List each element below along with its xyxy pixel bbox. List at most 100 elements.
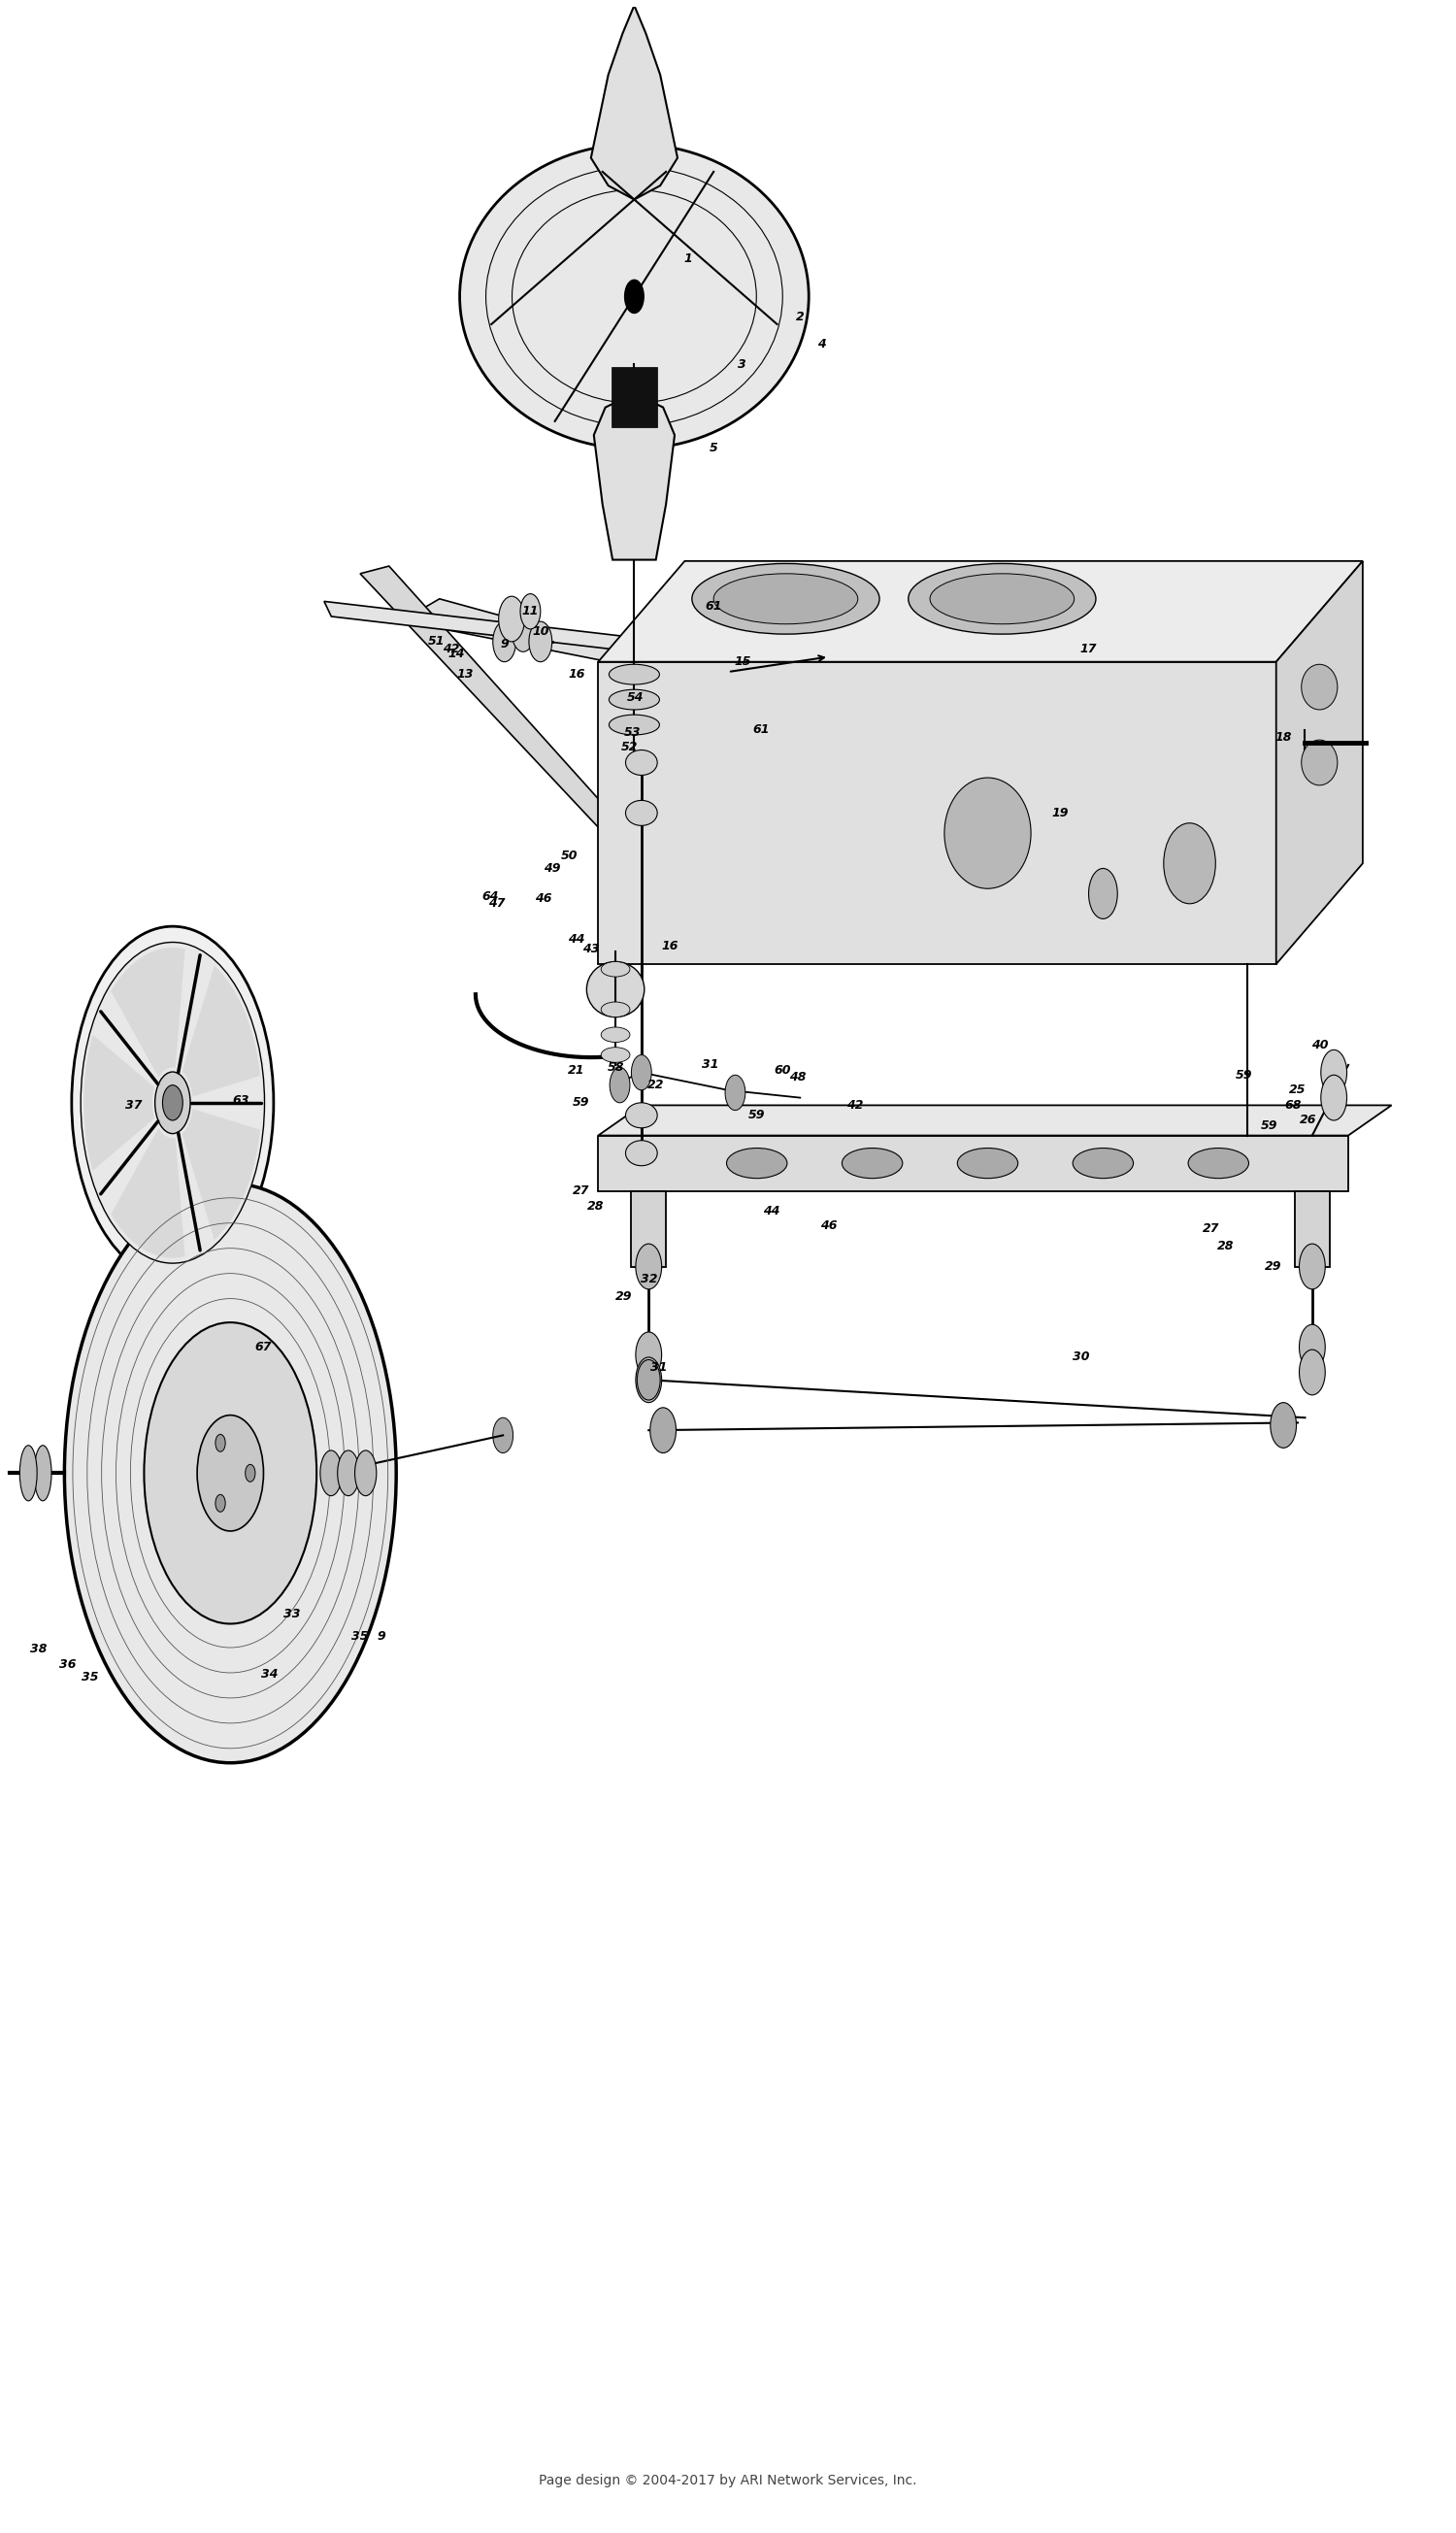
Text: 48: 48 [789, 1071, 805, 1084]
Text: 18: 18 [1275, 732, 1291, 745]
Text: 31: 31 [702, 1059, 719, 1071]
Ellipse shape [33, 1446, 51, 1502]
Text: 37: 37 [125, 1099, 143, 1112]
Ellipse shape [1302, 664, 1338, 709]
Circle shape [636, 1358, 661, 1403]
Circle shape [498, 595, 524, 641]
Ellipse shape [20, 1446, 36, 1502]
Text: 54: 54 [628, 692, 644, 704]
Circle shape [245, 1464, 255, 1482]
Circle shape [511, 610, 534, 651]
Ellipse shape [713, 572, 858, 623]
Text: 59: 59 [1236, 1069, 1254, 1082]
Text: 1: 1 [683, 253, 692, 266]
Text: 35: 35 [352, 1631, 368, 1644]
Text: 25: 25 [1290, 1084, 1306, 1097]
Text: 61: 61 [705, 600, 722, 613]
Polygon shape [360, 565, 662, 881]
Text: 52: 52 [622, 742, 638, 755]
Ellipse shape [626, 1102, 657, 1127]
Text: 36: 36 [58, 1659, 76, 1672]
Text: 59: 59 [748, 1109, 766, 1122]
Polygon shape [418, 598, 642, 666]
Circle shape [1321, 1074, 1347, 1120]
Text: 29: 29 [1265, 1261, 1281, 1272]
Circle shape [1271, 1403, 1296, 1449]
Text: 22: 22 [648, 1079, 664, 1092]
Circle shape [529, 621, 552, 661]
Circle shape [144, 1322, 316, 1624]
Polygon shape [591, 5, 677, 200]
Text: 29: 29 [616, 1289, 632, 1302]
Text: 33: 33 [284, 1608, 301, 1621]
Polygon shape [598, 560, 1363, 661]
Text: 35: 35 [82, 1672, 99, 1684]
Polygon shape [182, 965, 261, 1097]
Text: 58: 58 [607, 1061, 625, 1074]
Text: 9: 9 [501, 638, 508, 651]
Ellipse shape [460, 144, 808, 448]
Circle shape [215, 1434, 226, 1451]
Ellipse shape [626, 800, 657, 826]
Text: 51: 51 [428, 636, 446, 648]
Ellipse shape [958, 1147, 1018, 1178]
Text: 16: 16 [662, 940, 678, 952]
Ellipse shape [1302, 740, 1338, 785]
Circle shape [215, 1494, 226, 1512]
Circle shape [64, 1183, 396, 1763]
Circle shape [638, 1360, 660, 1401]
Text: 19: 19 [1051, 805, 1069, 818]
Text: 67: 67 [255, 1340, 272, 1353]
Polygon shape [182, 1109, 261, 1239]
Circle shape [1321, 1049, 1347, 1094]
Ellipse shape [1073, 1147, 1133, 1178]
Polygon shape [111, 947, 185, 1077]
Text: 31: 31 [651, 1360, 667, 1373]
Text: 42: 42 [846, 1099, 863, 1112]
Text: 10: 10 [531, 626, 549, 638]
Text: 26: 26 [1299, 1115, 1316, 1127]
Polygon shape [594, 393, 674, 560]
Ellipse shape [601, 963, 630, 978]
Text: 34: 34 [261, 1669, 278, 1682]
Text: 42: 42 [443, 643, 460, 656]
Ellipse shape [587, 963, 645, 1018]
Ellipse shape [80, 942, 265, 1264]
Ellipse shape [71, 927, 274, 1279]
Polygon shape [84, 1033, 154, 1170]
Circle shape [636, 1244, 661, 1289]
FancyBboxPatch shape [612, 367, 657, 428]
Text: 13: 13 [457, 669, 475, 681]
Polygon shape [1275, 560, 1363, 965]
Ellipse shape [338, 1451, 360, 1497]
Text: 3: 3 [738, 357, 747, 370]
Polygon shape [325, 600, 635, 651]
Ellipse shape [1089, 869, 1117, 919]
Ellipse shape [355, 1451, 377, 1497]
Text: 44: 44 [568, 932, 585, 945]
Ellipse shape [727, 1147, 788, 1178]
Text: 47: 47 [489, 897, 505, 909]
Ellipse shape [609, 714, 660, 735]
Circle shape [1299, 1350, 1325, 1396]
Ellipse shape [609, 664, 660, 684]
Text: 38: 38 [31, 1644, 47, 1657]
Text: 60: 60 [775, 1064, 791, 1077]
Text: 2: 2 [796, 312, 804, 322]
Ellipse shape [609, 689, 660, 709]
Ellipse shape [945, 778, 1031, 889]
Text: 40: 40 [1310, 1039, 1328, 1051]
Text: 28: 28 [587, 1201, 604, 1213]
Ellipse shape [626, 1140, 657, 1165]
Text: 28: 28 [1217, 1241, 1235, 1254]
Text: 61: 61 [753, 724, 770, 737]
Ellipse shape [842, 1147, 903, 1178]
Text: 16: 16 [568, 669, 585, 681]
Text: 53: 53 [625, 727, 641, 740]
Text: 64: 64 [482, 889, 498, 902]
Circle shape [520, 593, 540, 628]
Ellipse shape [154, 1071, 191, 1135]
Polygon shape [111, 1127, 185, 1259]
Ellipse shape [626, 750, 657, 775]
Text: Page design © 2004-2017 by ARI Network Services, Inc.: Page design © 2004-2017 by ARI Network S… [539, 2475, 917, 2487]
